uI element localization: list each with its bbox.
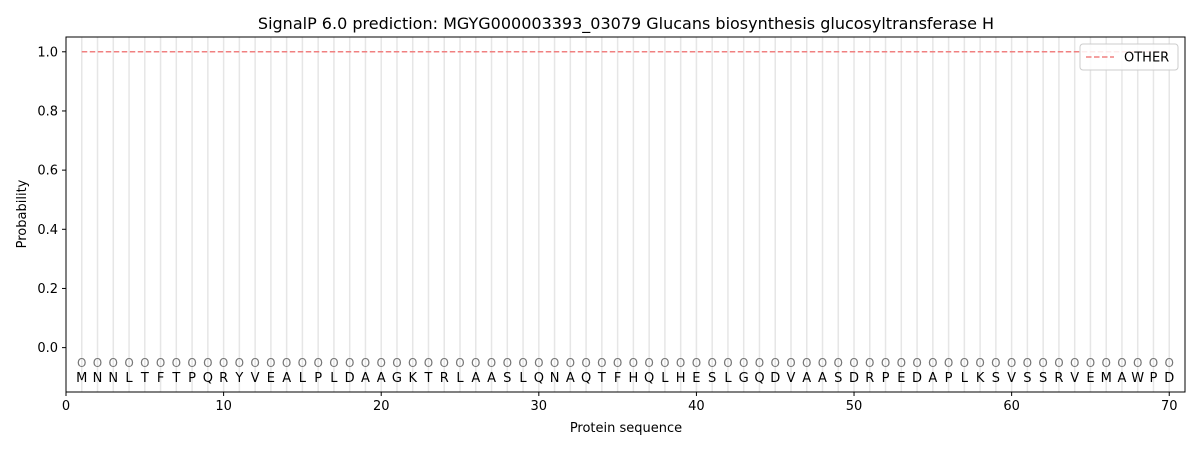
residue-label-prediction: O [1149,356,1158,370]
residue-label-prediction: O [518,356,527,370]
y-tick-label: 0.8 [37,104,58,119]
residue-label-prediction: O [550,356,559,370]
x-tick-label: 30 [531,399,548,414]
residue-label-prediction: O [235,356,244,370]
residue-label-prediction: O [786,356,795,370]
plot-frame [65,36,1186,393]
residue-label-prediction: O [676,356,685,370]
residue-label-prediction: O [203,356,212,370]
residue-label-prediction: O [581,356,590,370]
x-tick-label: 70 [1161,399,1178,414]
residue-label-prediction: O [660,356,669,370]
residue-label-prediction: O [1007,356,1016,370]
residue-label-prediction: O [1165,356,1174,370]
residue-label-prediction: O [1023,356,1032,370]
y-tick-label: 0.2 [37,282,58,297]
residue-label-prediction: O [187,356,196,370]
residue-label-prediction: O [566,356,575,370]
residue-label-prediction: O [613,356,622,370]
chart-title: SignalP 6.0 prediction: MGYG000003393_03… [258,14,994,34]
residue-label-prediction: O [140,356,149,370]
residue-label-prediction: O [282,356,291,370]
residue-label-prediction: O [849,356,858,370]
y-tick-label: 0.4 [37,223,58,238]
residue-label-prediction: O [156,356,165,370]
residue-label-prediction: O [77,356,86,370]
residue-label-prediction: O [298,356,307,370]
legend-label-other: OTHER [1124,51,1169,66]
residue-sequence: MNNLTFTPQRYVEALPLDAAGKTRLAASLQNAQTFHQLHE… [76,371,1174,386]
x-tick-label: 60 [1003,399,1020,414]
residue-label-prediction: O [361,356,370,370]
residue-label-prediction: O [392,356,401,370]
residue-label-prediction: O [345,356,354,370]
legend: OTHER [1079,43,1179,71]
residue-label-prediction: O [440,356,449,370]
residue-label-prediction: O [881,356,890,370]
residue-label-prediction: O [928,356,937,370]
residue-label-prediction: O [770,356,779,370]
residue-label-prediction: O [219,356,228,370]
residue-label-prediction: O [629,356,638,370]
x-tick-label: 10 [215,399,232,414]
residue-label-prediction: O [1086,356,1095,370]
x-tick-label: 40 [688,399,705,414]
residue-label-prediction: O [471,356,480,370]
residue-label-prediction: O [723,356,732,370]
residue-label-prediction: O [897,356,906,370]
residue-label-prediction: O [93,356,102,370]
residue-label-prediction: O [455,356,464,370]
residue-label-prediction: O [865,356,874,370]
residue-label-prediction: O [534,356,543,370]
y-axis-label: Probability [15,179,30,248]
residue-label-prediction: O [1054,356,1063,370]
residue-label-prediction: O [692,356,701,370]
residue-label-prediction: O [172,356,181,370]
residue-label-prediction: O [597,356,606,370]
residue-label-prediction: O [1101,356,1110,370]
residue-label-prediction: O [266,356,275,370]
residue-label-prediction: O [818,356,827,370]
y-tick-label: 0.0 [37,341,58,356]
residue-label-prediction: O [834,356,843,370]
residue-label-prediction: O [124,356,133,370]
x-tick-label: 0 [62,399,70,414]
residue-label-prediction: O [707,356,716,370]
x-tick-label: 50 [846,399,863,414]
residue-label-prediction: O [944,356,953,370]
residue-label-prediction: O [755,356,764,370]
residue-label-prediction: O [1117,356,1126,370]
residue-label-prediction: O [503,356,512,370]
residue-label-prediction: O [329,356,338,370]
residue-label-prediction: O [376,356,385,370]
y-tick-label: 1.0 [37,45,58,60]
residue-label-prediction: O [1070,356,1079,370]
residue-label-prediction: O [1038,356,1047,370]
residue-label-prediction: O [739,356,748,370]
residue-label-prediction: O [408,356,417,370]
residue-label-prediction: O [250,356,259,370]
residue-label-prediction: O [991,356,1000,370]
residue-label-prediction: O [1133,356,1142,370]
residue-label-prediction: O [487,356,496,370]
residue-label-prediction: O [109,356,118,370]
residue-label-prediction: O [644,356,653,370]
x-axis-label: Protein sequence [570,421,682,436]
residue-label-prediction: O [313,356,322,370]
residue-label-prediction: O [912,356,921,370]
residue-label-prediction: O [424,356,433,370]
y-tick-label: 0.6 [37,164,58,179]
residue-label-prediction: O [975,356,984,370]
x-tick-label: 20 [373,399,390,414]
residue-label-prediction: O [960,356,969,370]
residue-label-prediction: O [802,356,811,370]
